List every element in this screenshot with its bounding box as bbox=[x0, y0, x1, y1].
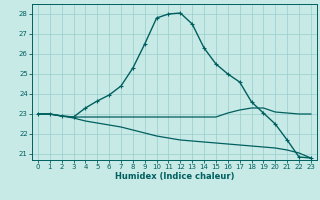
X-axis label: Humidex (Indice chaleur): Humidex (Indice chaleur) bbox=[115, 172, 234, 181]
